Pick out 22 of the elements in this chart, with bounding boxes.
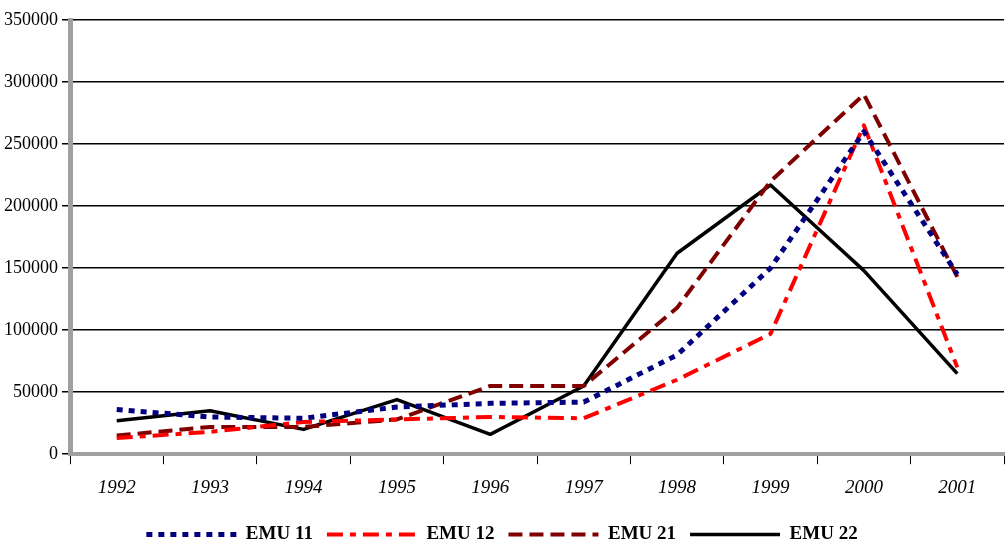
legend-label: EMU 12 (426, 522, 495, 544)
legend-label: EMU 21 (607, 522, 677, 544)
x-tick-label: 2000 (844, 475, 884, 497)
x-tick-label: 1997 (564, 475, 605, 497)
x-tick-label: 1995 (377, 475, 416, 497)
y-tick-label: 100000 (4, 318, 58, 339)
x-tick-label: 1998 (658, 475, 697, 497)
y-tick-label: 250000 (4, 132, 58, 153)
y-tick-label: 150000 (4, 256, 58, 277)
x-tick-label: 2001 (938, 475, 977, 497)
x-tick-label: 1992 (97, 475, 137, 497)
y-tick-label: 50000 (13, 380, 58, 401)
x-tick-label: 1996 (471, 475, 510, 497)
x-tick-label: 1993 (191, 475, 230, 497)
legend-label: EMU 11 (245, 522, 313, 544)
y-tick-label: 0 (49, 442, 58, 463)
x-tick-label: 1999 (751, 475, 790, 497)
y-tick-label: 350000 (4, 8, 58, 29)
y-tick-label: 300000 (4, 70, 58, 91)
legend-label: EMU 22 (789, 522, 858, 544)
x-tick-label: 1994 (284, 475, 323, 497)
y-tick-label: 200000 (4, 194, 58, 215)
